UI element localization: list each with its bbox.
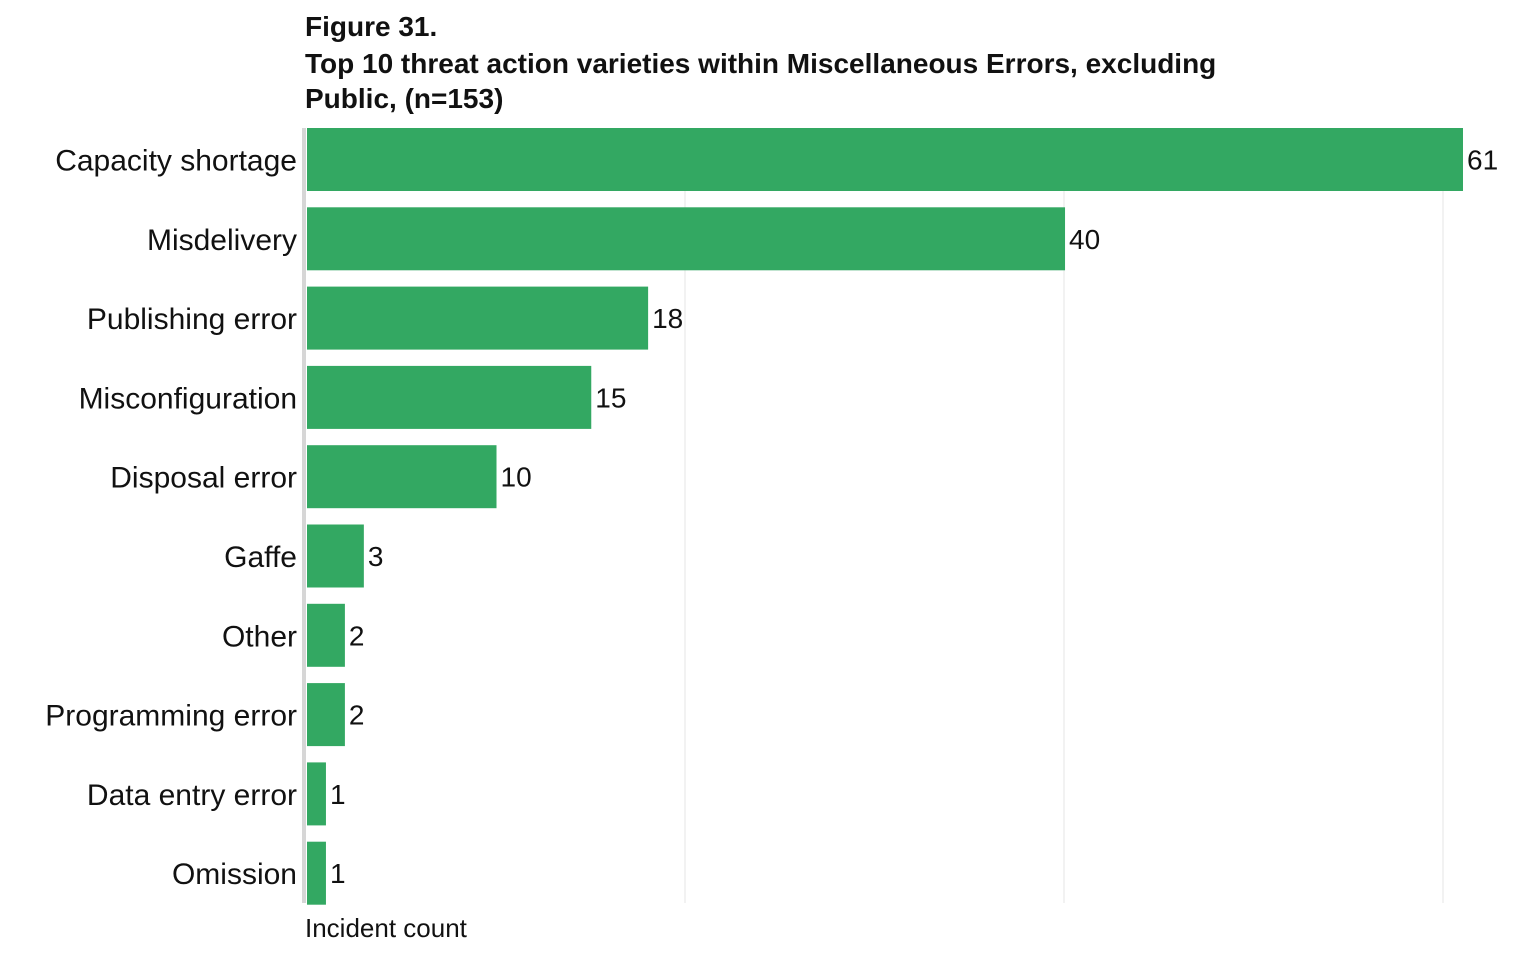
bar-capacity-shortage — [307, 128, 1463, 191]
bar-misdelivery — [307, 207, 1066, 271]
value-label: 10 — [501, 462, 532, 493]
category-label: Misdelivery — [147, 224, 297, 257]
bar-gaffe — [307, 524, 364, 588]
bar-misconfiguration — [307, 365, 592, 429]
category-label: Other — [222, 620, 297, 653]
value-label: 1 — [330, 779, 346, 810]
category-label: Disposal error — [110, 462, 297, 495]
category-label: Programming error — [45, 700, 297, 733]
chart-title: Top 10 threat action varieties within Mi… — [305, 48, 1217, 114]
bar-omission — [307, 841, 326, 905]
bars — [307, 128, 1463, 905]
labels: Capacity shortage 61 Misdelivery 40 Publishi… — [45, 145, 1498, 892]
bar-publishing-error — [307, 286, 649, 350]
bar-disposal-error — [307, 445, 497, 509]
x-axis-title: Incident count — [305, 913, 467, 943]
value-label: 15 — [595, 382, 626, 413]
y-axis-line — [302, 128, 306, 903]
value-label: 61 — [1467, 145, 1498, 176]
category-label: Misconfiguration — [79, 382, 297, 415]
figure-label: Figure 31. — [305, 11, 438, 42]
value-label: 18 — [652, 303, 683, 334]
value-label: 40 — [1069, 224, 1100, 255]
category-label: Capacity shortage — [55, 145, 297, 178]
category-label: Data entry error — [87, 779, 297, 812]
bar-other — [307, 603, 345, 667]
category-label: Publishing error — [87, 303, 297, 336]
bar-data-entry-error — [307, 762, 326, 826]
category-label: Gaffe — [224, 541, 297, 574]
value-label: 1 — [330, 858, 346, 889]
category-label: Omission — [172, 858, 297, 891]
value-label: 2 — [349, 620, 365, 651]
value-label: 2 — [349, 700, 365, 731]
value-label: 3 — [368, 541, 384, 572]
bar-programming-error — [307, 683, 345, 747]
